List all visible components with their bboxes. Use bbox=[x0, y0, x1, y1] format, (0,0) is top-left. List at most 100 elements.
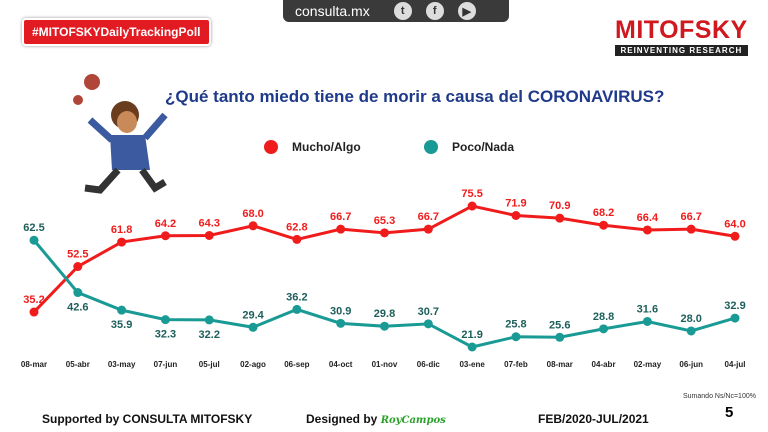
data-point bbox=[511, 332, 521, 342]
x-tick-label: 04-oct bbox=[329, 360, 353, 369]
data-point bbox=[73, 288, 83, 298]
data-point bbox=[730, 231, 740, 241]
data-label: 64.3 bbox=[199, 217, 220, 229]
data-point bbox=[686, 224, 696, 234]
data-label: 25.8 bbox=[505, 319, 526, 331]
data-point bbox=[160, 231, 170, 241]
data-label: 75.5 bbox=[461, 188, 482, 200]
data-point bbox=[467, 201, 477, 211]
data-point bbox=[117, 305, 127, 315]
data-label: 65.3 bbox=[374, 215, 395, 227]
facebook-icon[interactable]: f bbox=[425, 2, 444, 20]
legend-item-poco: Poco/Nada bbox=[424, 140, 514, 154]
data-point bbox=[555, 332, 565, 342]
x-tick-label: 06-sep bbox=[284, 360, 309, 369]
x-tick-label: 04-abr bbox=[592, 360, 616, 369]
data-label: 62.5 bbox=[23, 222, 44, 234]
data-point bbox=[73, 262, 83, 272]
x-tick-label: 06-jun bbox=[679, 360, 703, 369]
data-label: 66.4 bbox=[637, 212, 659, 224]
data-point bbox=[555, 213, 565, 223]
chart-title: ¿Qué tanto miedo tiene de morir a causa … bbox=[165, 87, 665, 106]
data-point bbox=[599, 324, 609, 334]
data-point bbox=[336, 318, 346, 328]
data-label: 66.7 bbox=[680, 211, 701, 223]
data-label: 35.2 bbox=[23, 294, 44, 306]
x-tick-label: 06-dic bbox=[417, 360, 441, 369]
data-label: 68.2 bbox=[593, 207, 614, 219]
x-tick-label: 08-mar bbox=[547, 360, 573, 369]
data-label: 29.8 bbox=[374, 308, 395, 320]
site-link[interactable]: consulta.mx bbox=[295, 3, 370, 19]
data-point bbox=[599, 220, 609, 230]
x-tick-label: 03-ene bbox=[459, 360, 485, 369]
legend-swatch bbox=[424, 140, 438, 154]
x-tick-label: 02-may bbox=[634, 360, 662, 369]
x-tick-label: 07-jun bbox=[154, 360, 178, 369]
data-point bbox=[292, 304, 302, 314]
legend-label: Mucho/Algo bbox=[292, 140, 361, 154]
data-point bbox=[423, 319, 433, 329]
data-point bbox=[160, 315, 170, 325]
data-label: 29.4 bbox=[242, 309, 264, 321]
data-label: 62.8 bbox=[286, 221, 307, 233]
data-label: 64.0 bbox=[724, 218, 745, 230]
scared-man-illustration bbox=[73, 74, 168, 194]
legend-item-mucho: Mucho/Algo bbox=[264, 140, 361, 154]
data-point bbox=[511, 211, 521, 221]
data-point bbox=[29, 307, 39, 317]
data-label: 68.0 bbox=[242, 208, 263, 220]
x-tick-label: 05-abr bbox=[66, 360, 90, 369]
data-point bbox=[248, 322, 258, 332]
data-point bbox=[467, 342, 477, 352]
data-point bbox=[336, 224, 346, 234]
data-label: 32.3 bbox=[155, 329, 176, 341]
legend-label: Poco/Nada bbox=[452, 140, 515, 154]
x-tick-label: 08-mar bbox=[21, 360, 47, 369]
twitter-icon[interactable]: t bbox=[393, 2, 412, 20]
page-number: 5 bbox=[725, 404, 734, 421]
data-point bbox=[380, 228, 389, 238]
line-chart: 08-mar 05-abr 03-may 07-jun 05-jul 02-ago 06-s… bbox=[21, 188, 746, 369]
logo-tagline: REINVENTING RESEARCH bbox=[615, 45, 748, 56]
supported-by: Supported by CONSULTA MITOFSKY bbox=[42, 412, 253, 426]
x-tick-label: 07-feb bbox=[504, 360, 528, 369]
data-point bbox=[248, 221, 258, 231]
data-point bbox=[642, 316, 652, 326]
note: Sumando Ns/Nc=100% bbox=[683, 393, 756, 400]
data-point bbox=[204, 230, 214, 240]
data-point bbox=[730, 313, 740, 323]
x-tick-label: 05-jul bbox=[199, 360, 220, 369]
data-label: 35.9 bbox=[111, 319, 132, 331]
data-label: 42.6 bbox=[67, 302, 88, 314]
logo-text: MITOFSKY bbox=[615, 16, 748, 44]
designed-label: Designed by bbox=[306, 412, 378, 426]
data-label: 30.7 bbox=[418, 306, 439, 318]
x-tick-label: 01-nov bbox=[372, 360, 398, 369]
data-label: 61.8 bbox=[111, 224, 132, 236]
data-label: 31.6 bbox=[637, 303, 658, 315]
hashtag-badge: #MITOFSKYDailyTrackingPoll bbox=[22, 18, 211, 46]
data-label: 52.5 bbox=[67, 249, 88, 261]
series-line-1 bbox=[32, 239, 736, 349]
data-point bbox=[423, 224, 433, 234]
youtube-icon[interactable]: ▶ bbox=[457, 2, 476, 20]
site-bar: consulta.mx t f ▶ bbox=[283, 0, 509, 22]
designed-by: Designed by RoyCampos bbox=[306, 412, 446, 426]
data-point bbox=[380, 321, 389, 331]
period: FEB/2020-JUL/2021 bbox=[538, 412, 649, 426]
data-point bbox=[686, 326, 696, 336]
data-point bbox=[117, 237, 127, 247]
data-label: 28.8 bbox=[593, 311, 614, 323]
data-label: 25.6 bbox=[549, 319, 570, 331]
designer-signature: RoyCampos bbox=[380, 415, 446, 426]
data-label: 21.9 bbox=[461, 329, 482, 341]
data-label: 28.0 bbox=[680, 313, 701, 325]
x-tick-label: 04-jul bbox=[725, 360, 746, 369]
data-label: 32.2 bbox=[199, 329, 220, 341]
data-label: 32.9 bbox=[724, 300, 745, 312]
data-label: 70.9 bbox=[549, 200, 570, 212]
mitofsky-logo: MITOFSKY REINVENTING RESEARCH bbox=[615, 16, 748, 56]
data-point bbox=[29, 235, 39, 245]
x-tick-label: 02-ago bbox=[240, 360, 266, 369]
